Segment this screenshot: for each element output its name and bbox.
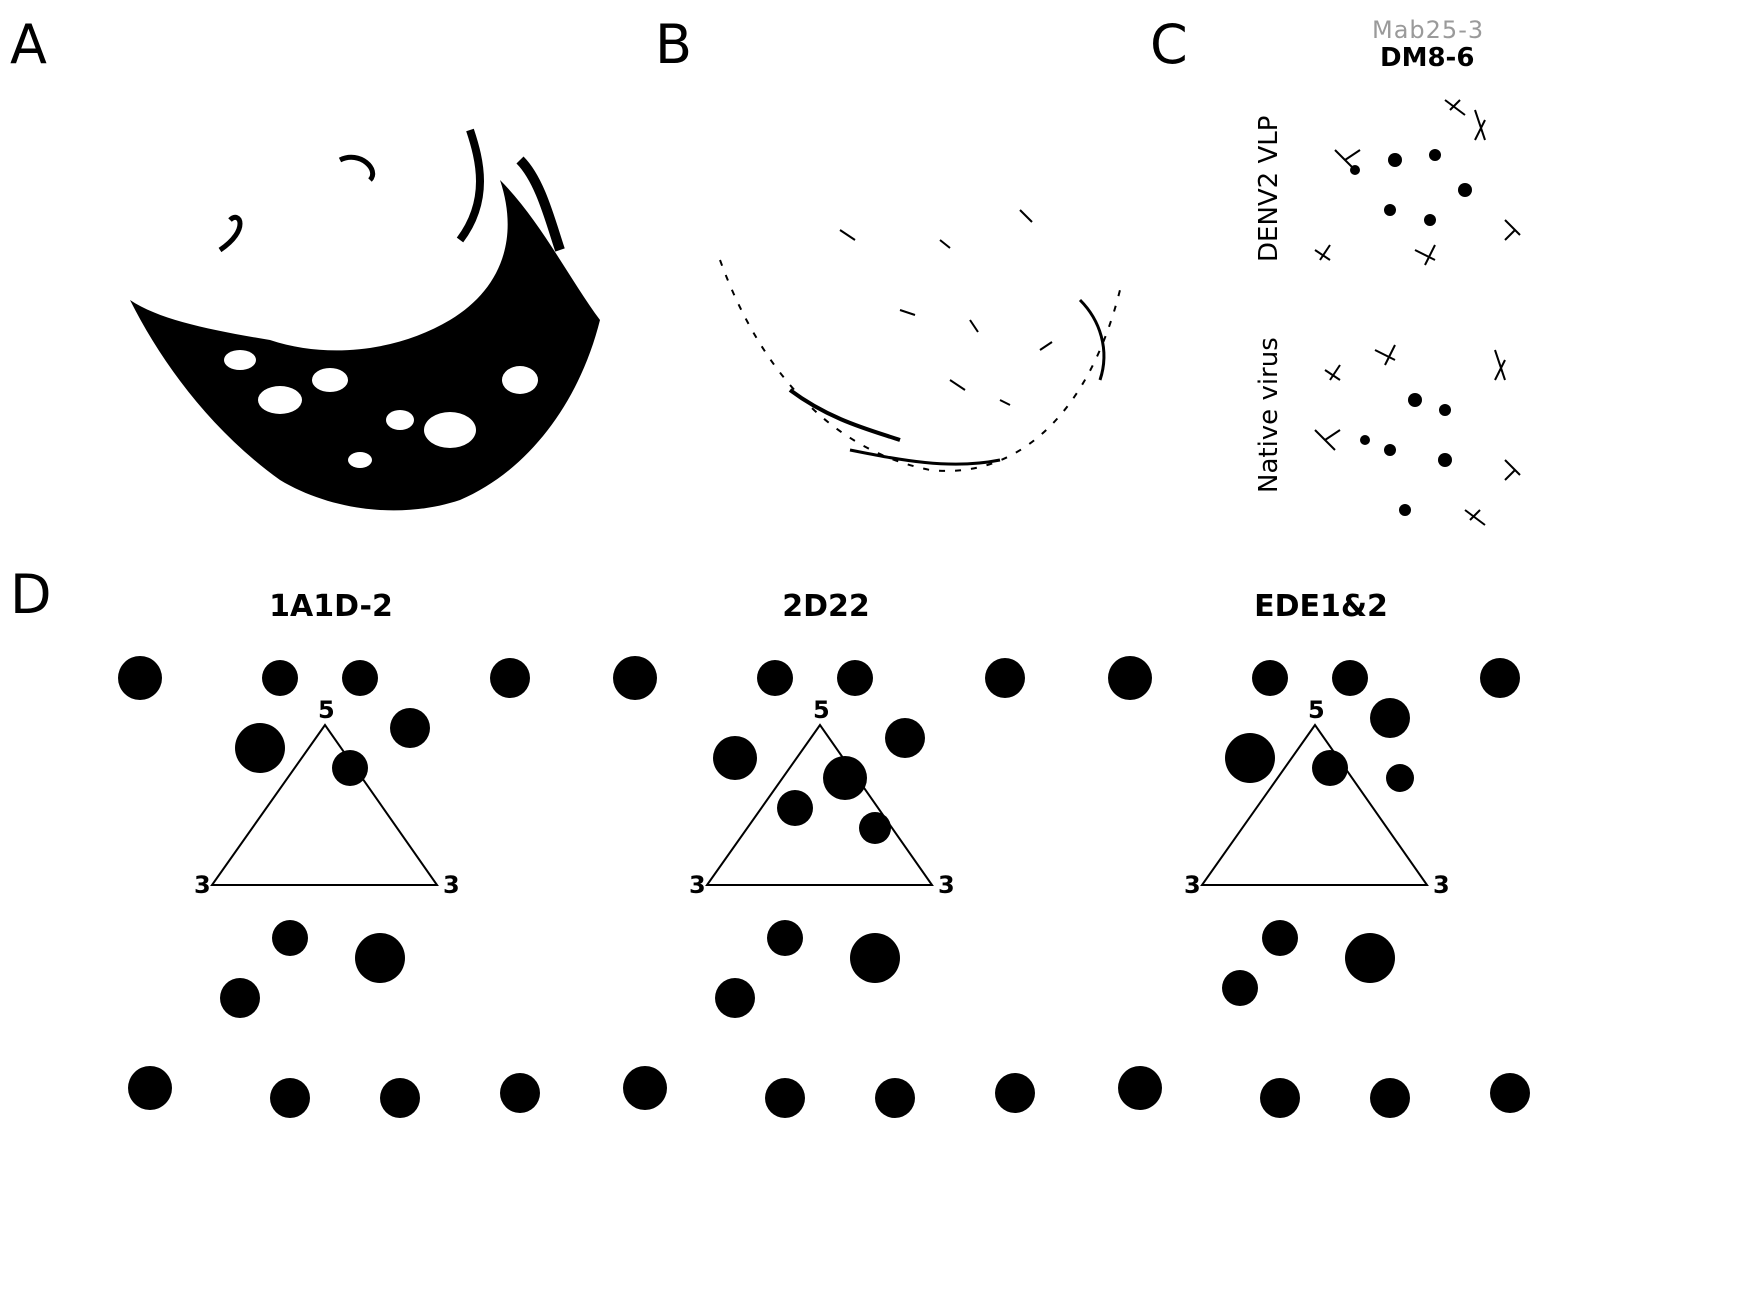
ribbon-model-b [719,209,1121,472]
row-label-denv2-vlp: DENV2 VLP [1254,115,1284,262]
virus-surface-map-a [130,128,600,511]
subpanel-title-ede1-2: EDE1&2 [1254,589,1388,624]
panel-letter-c: C [1150,13,1188,76]
micrograph-2d22: 5 3 3 [613,656,1035,1118]
vertex-label-top: 5 [318,696,335,724]
vertex-label-left: 3 [1184,871,1201,899]
vertex-label-left: 3 [689,871,706,899]
subpanel-title-1a1d-2: 1A1D-2 [269,589,393,624]
micrograph-ede1-2: 5 3 3 [1108,656,1530,1118]
vertex-label-right: 3 [938,871,955,899]
micrograph-denv2-vlp [1314,99,1521,266]
vertex-label-right: 3 [1433,871,1450,899]
row-label-native-virus: Native virus [1254,337,1284,493]
micrograph-1a1d-2: 5 3 3 [118,656,540,1118]
panel-c-title: DM8-6 [1380,43,1475,73]
vertex-label-top: 5 [1308,696,1325,724]
vertex-label-right: 3 [443,871,460,899]
panel-letter-a: A [10,13,47,76]
vertex-label-left: 3 [194,871,211,899]
panel-letter-d: D [10,563,52,626]
vertex-label-top: 5 [813,696,830,724]
subpanel-title-2d22: 2D22 [782,589,870,624]
faded-antibody-label: Mab25-3 [1372,16,1485,44]
panel-letter-b: B [655,13,693,76]
micrograph-native-virus [1314,344,1521,526]
